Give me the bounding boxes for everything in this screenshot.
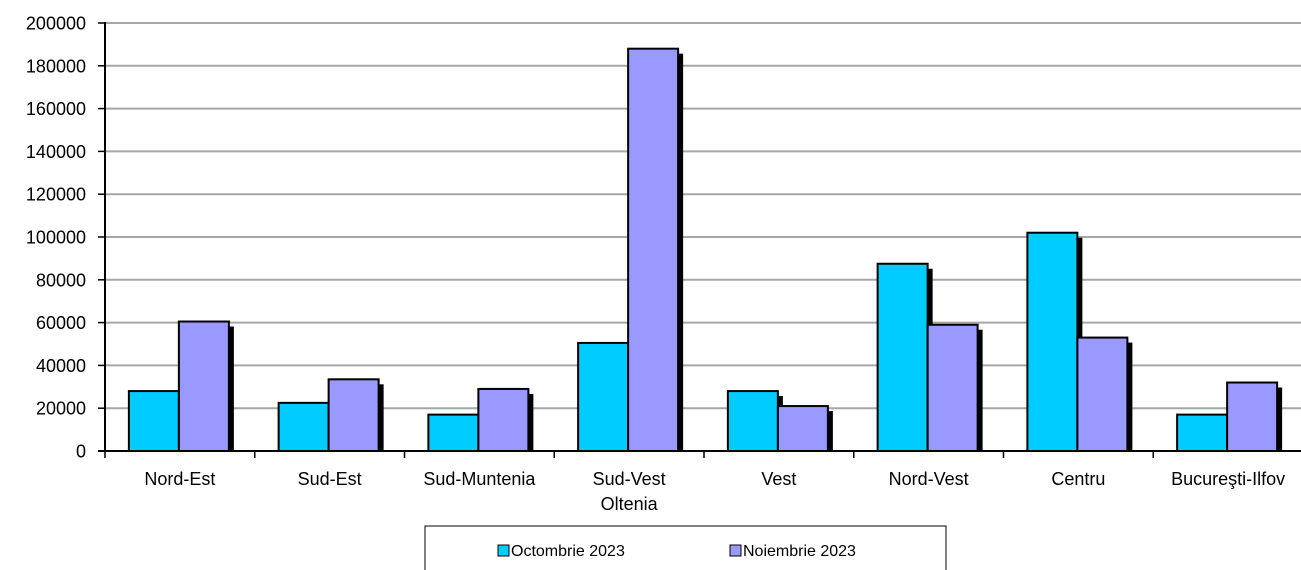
y-tick-label: 0 [76,442,86,462]
x-tick-labels: Nord-Est Sud-Est Sud-Muntenia Sud-Vest Olten… [144,469,1285,514]
bar-octombrie-7 [1176,413,1229,452]
bars [127,47,1283,453]
bar-octombrie-6 [1026,231,1079,452]
y-tick-label: 200000 [26,14,86,34]
bar-noiembrie-3 [627,47,680,453]
x-tick-label: Sud-Est [298,469,362,489]
bar-noiembrie-4 [776,405,829,452]
legend-label-noiembrie: Noiembrie 2023 [743,543,856,560]
bar-octombrie-2 [427,413,480,452]
bar-noiembrie-2 [477,387,530,453]
bar-noiembrie-1 [327,378,380,452]
y-tick-label: 20000 [36,399,86,419]
bar-noiembrie-0 [177,320,230,452]
bar-octombrie-0 [127,390,180,452]
y-tick-label: 180000 [26,56,86,76]
legend-swatch-octombrie [497,544,510,557]
y-tick-labels: 0 20000 40000 60000 80000 100000 120000 140000 1… [26,14,86,462]
bar-noiembrie-7 [1226,381,1279,452]
x-tick-label: Nord-Est [144,469,215,489]
bar-noiembrie-5 [926,323,979,452]
x-tick-label: Bucureşti-Ilfov [1171,469,1285,489]
y-tick-label: 80000 [36,270,86,290]
y-tick-label: 120000 [26,185,86,205]
y-tick-label: 160000 [26,99,86,119]
y-tick-label: 100000 [26,228,86,248]
legend-label-octombrie: Octombrie 2023 [511,543,625,560]
y-tick-label: 140000 [26,142,86,162]
bar-octombrie-4 [726,390,779,452]
axes [98,22,1301,458]
x-tick-label: Nord-Vest [889,469,969,489]
legend-swatch-noiembrie [729,544,742,557]
x-tick-label: Sud-Muntenia [423,469,536,489]
legend-box [424,525,947,570]
bar-octombrie-5 [876,262,929,452]
x-tick-label: Centru [1051,469,1105,489]
bar-noiembrie-6 [1076,336,1129,452]
bar-octombrie-3 [577,341,630,452]
legend: Octombrie 2023 Noiembrie 2023 [424,525,947,570]
x-tick-label: Sud-Vest [593,469,666,489]
y-tick-label: 60000 [36,313,86,333]
x-tick-label: Vest [761,469,796,489]
gridlines [105,22,1301,410]
y-tick-label: 40000 [36,356,86,376]
x-tick-label: Oltenia [601,494,659,514]
bar-octombrie-1 [277,401,330,453]
